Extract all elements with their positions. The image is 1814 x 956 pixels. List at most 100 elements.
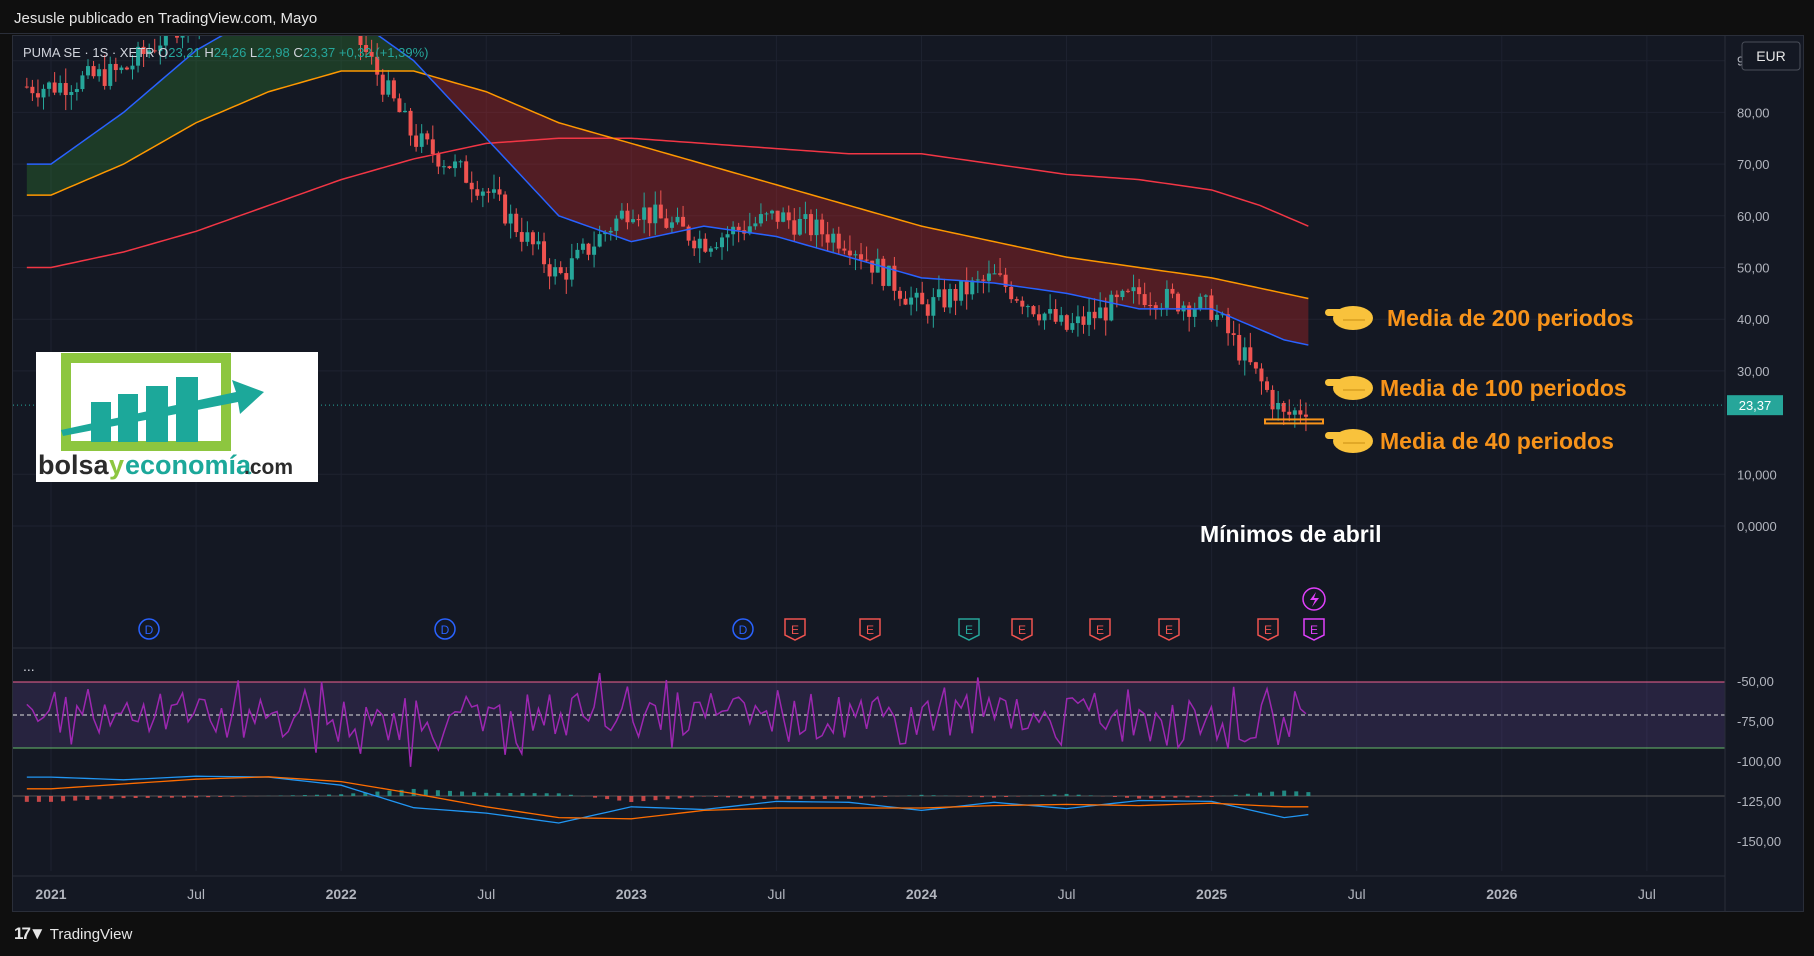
candle xyxy=(1192,308,1197,317)
earnings-marker[interactable]: E xyxy=(958,618,980,641)
macd-histogram-bar xyxy=(133,796,138,798)
candle xyxy=(1203,295,1208,297)
svg-text:y: y xyxy=(109,450,124,480)
dividend-marker[interactable]: D xyxy=(138,618,160,640)
candle xyxy=(1209,295,1214,320)
candle xyxy=(419,133,424,147)
macd-histogram-bar xyxy=(1270,791,1275,796)
candle xyxy=(414,135,419,147)
candle xyxy=(642,207,647,220)
macd-histogram-bar xyxy=(919,794,924,796)
earnings-marker[interactable]: E xyxy=(1303,618,1325,641)
candle xyxy=(792,220,797,235)
time-tick: Jul xyxy=(187,886,205,902)
currency-label: EUR xyxy=(1756,48,1786,64)
price-tick: 50,00 xyxy=(1737,261,1770,276)
dividend-marker[interactable]: D xyxy=(732,618,754,640)
earnings-marker[interactable]: E xyxy=(1158,618,1180,641)
candle xyxy=(853,254,858,256)
currency-button[interactable]: EUR xyxy=(1741,41,1801,71)
macd-histogram-bar xyxy=(387,790,392,796)
candle xyxy=(725,234,730,238)
macd-histogram-bar xyxy=(36,796,41,802)
candle xyxy=(1025,306,1030,308)
candle xyxy=(113,63,118,71)
candle xyxy=(925,304,930,316)
macd-histogram-bar xyxy=(157,796,162,798)
macd-histogram-bar xyxy=(713,796,718,797)
macd-histogram-bar xyxy=(484,792,489,796)
earnings-marker[interactable]: E xyxy=(1257,618,1279,641)
candle xyxy=(758,214,763,224)
candle xyxy=(909,297,914,305)
hand-finger xyxy=(1325,379,1347,386)
candle xyxy=(74,89,79,93)
candle xyxy=(781,212,786,222)
candle xyxy=(358,20,363,46)
candle xyxy=(619,210,624,219)
annotation-ma40: Media de 40 periodos xyxy=(1380,428,1614,454)
candle xyxy=(375,56,380,75)
macd-histogram-bar xyxy=(1161,796,1166,798)
macd-histogram-bar xyxy=(109,796,114,799)
candle xyxy=(1114,294,1119,298)
candle xyxy=(1031,306,1036,315)
footer-brand[interactable]: 17▼ TradingView xyxy=(14,924,132,944)
macd-histogram-bar xyxy=(629,796,634,802)
candle xyxy=(831,233,836,243)
candle xyxy=(402,110,407,113)
candle xyxy=(1248,347,1253,363)
macd-histogram-bar xyxy=(1052,794,1057,796)
candle xyxy=(408,110,413,136)
macd-histogram-bar xyxy=(1040,795,1045,796)
candle xyxy=(836,233,841,249)
candle xyxy=(714,247,719,249)
candle xyxy=(519,232,524,242)
earnings-marker[interactable]: E xyxy=(784,618,806,641)
candle xyxy=(1237,334,1242,361)
chart-svg[interactable]: Media de 200 periodos Media de 100 period… xyxy=(13,0,1803,911)
candle xyxy=(897,290,902,299)
candle xyxy=(669,222,674,228)
bolsayeconomia-logo: bolsa y economía .com xyxy=(36,352,318,482)
macd-histogram-bar xyxy=(1004,796,1009,798)
currency-box xyxy=(1741,41,1801,71)
candle xyxy=(1014,299,1019,301)
earnings-marker[interactable]: E xyxy=(1011,618,1033,641)
candle xyxy=(1137,287,1142,295)
candle xyxy=(1003,274,1008,287)
candle xyxy=(1226,314,1231,334)
candle xyxy=(469,182,474,190)
macd-histogram-bar xyxy=(617,796,622,801)
earnings-marker[interactable]: E xyxy=(859,618,881,641)
candle xyxy=(1142,294,1147,306)
hand-finger xyxy=(1325,432,1347,439)
macd-histogram-bar xyxy=(1064,793,1069,796)
ma-line xyxy=(26,137,1309,269)
candle xyxy=(369,51,374,57)
lightning-bolt xyxy=(1310,592,1319,607)
candle xyxy=(364,45,369,52)
macd-histogram-bar xyxy=(653,796,658,801)
macd-histogram-bar xyxy=(556,793,561,796)
dividend-marker[interactable]: D xyxy=(434,618,456,640)
candle xyxy=(1103,307,1108,321)
candle xyxy=(653,204,658,224)
candle xyxy=(380,74,385,95)
candle xyxy=(903,298,908,305)
macd-signal xyxy=(26,776,1309,820)
macd-histogram-bar xyxy=(593,796,598,798)
candle xyxy=(1276,402,1281,410)
candle xyxy=(130,65,135,70)
candle xyxy=(547,264,552,277)
candle xyxy=(97,69,102,77)
candle xyxy=(675,216,680,223)
candle xyxy=(108,63,113,86)
candle xyxy=(558,267,563,274)
macd-histogram-bar xyxy=(145,796,150,798)
time-tick: 2024 xyxy=(906,886,937,902)
earnings-marker[interactable]: E xyxy=(1089,618,1111,641)
macd-histogram-bar xyxy=(1282,790,1287,796)
macd-histogram-bar xyxy=(218,796,223,797)
